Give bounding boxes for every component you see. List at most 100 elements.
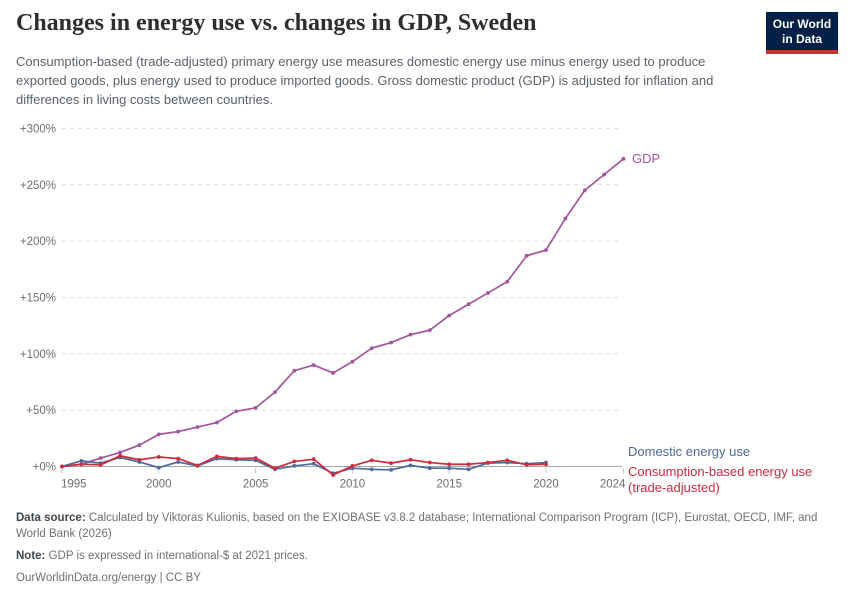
point-gdp-2011[interactable] bbox=[369, 346, 374, 351]
point-gdp-2003[interactable] bbox=[214, 420, 219, 425]
point-consumption-based-energy-use-trade-adjusted-2010[interactable] bbox=[350, 464, 355, 468]
point-gdp-2020[interactable] bbox=[544, 248, 548, 253]
x-tick-label: 2010 bbox=[340, 479, 366, 491]
point-consumption-based-energy-use-trade-adjusted-1998[interactable] bbox=[118, 453, 122, 458]
point-gdp-2005[interactable] bbox=[253, 405, 258, 410]
data-source-label: Data source: bbox=[16, 512, 86, 524]
note-label: Note: bbox=[16, 550, 46, 562]
point-consumption-based-energy-use-trade-adjusted-2012[interactable] bbox=[389, 461, 394, 466]
point-consumption-based-energy-use-trade-adjusted-2014[interactable] bbox=[427, 460, 432, 465]
line-gdp[interactable] bbox=[61, 157, 625, 468]
note-line: Note: GDP is expressed in international-… bbox=[16, 548, 822, 564]
point-consumption-based-energy-use-trade-adjusted-2013[interactable] bbox=[408, 457, 413, 462]
x-tick-label: 2020 bbox=[533, 479, 559, 491]
page-title: Changes in energy use vs. changes in GDP… bbox=[16, 10, 537, 36]
y-tick-label: +150% bbox=[20, 292, 56, 304]
point-domestic-energy-use-2000[interactable] bbox=[156, 465, 161, 470]
y-tick-label: +50% bbox=[26, 405, 56, 417]
point-consumption-based-energy-use-trade-adjusted-2008[interactable] bbox=[311, 457, 316, 462]
point-gdp-2009[interactable] bbox=[331, 371, 335, 375]
point-gdp-2007[interactable] bbox=[292, 368, 297, 373]
y-tick-label: +200% bbox=[20, 236, 56, 248]
point-consumption-based-energy-use-trade-adjusted-2016[interactable] bbox=[466, 462, 471, 467]
data-source-text: Calculated by Viktoras Kulionis, based o… bbox=[16, 512, 818, 540]
point-gdp-2023[interactable] bbox=[602, 172, 606, 177]
x-tick-label: 2015 bbox=[436, 479, 462, 491]
point-consumption-based-energy-use-trade-adjusted-2018[interactable] bbox=[505, 458, 510, 463]
line-domestic-energy-use[interactable] bbox=[61, 456, 547, 475]
owid-logo: Our World in Data bbox=[766, 12, 838, 54]
point-gdp-2004[interactable] bbox=[234, 409, 239, 414]
point-consumption-based-energy-use-trade-adjusted-2000[interactable] bbox=[156, 455, 161, 459]
point-consumption-based-energy-use-trade-adjusted-2015[interactable] bbox=[447, 462, 452, 467]
point-domestic-energy-use-2011[interactable] bbox=[369, 467, 374, 472]
point-consumption-based-energy-use-trade-adjusted-2006[interactable] bbox=[273, 466, 277, 471]
point-domestic-energy-use-2016[interactable] bbox=[466, 467, 471, 472]
point-gdp-2022[interactable] bbox=[582, 188, 587, 193]
point-domestic-energy-use-2008[interactable] bbox=[311, 461, 316, 466]
point-domestic-energy-use-1996[interactable] bbox=[79, 458, 84, 463]
point-gdp-2013[interactable] bbox=[408, 332, 413, 337]
x-tick-label: 2024 bbox=[600, 479, 626, 491]
series-label-consumption[interactable]: Consumption-based energy use (trade-adju… bbox=[628, 464, 813, 495]
point-consumption-based-energy-use-trade-adjusted-2020[interactable] bbox=[544, 462, 548, 467]
point-domestic-energy-use-2001[interactable] bbox=[176, 460, 181, 464]
point-domestic-energy-use-2015[interactable] bbox=[447, 466, 452, 471]
point-gdp-1999[interactable] bbox=[137, 443, 142, 447]
point-gdp-2019[interactable] bbox=[524, 253, 529, 258]
point-consumption-based-energy-use-trade-adjusted-2009[interactable] bbox=[331, 473, 335, 477]
logo-line2: in Data bbox=[781, 31, 822, 46]
x-tick-label: 1995 bbox=[61, 479, 87, 491]
point-gdp-2012[interactable] bbox=[389, 340, 394, 345]
point-gdp-2001[interactable] bbox=[176, 429, 181, 434]
point-gdp-2010[interactable] bbox=[350, 359, 355, 364]
point-consumption-based-energy-use-trade-adjusted-2007[interactable] bbox=[292, 459, 297, 464]
point-gdp-2000[interactable] bbox=[156, 432, 161, 437]
citation-line: OurWorldinData.org/energy | CC BY bbox=[16, 572, 201, 584]
series-label-domestic[interactable]: Domestic energy use bbox=[628, 444, 751, 459]
point-consumption-based-energy-use-trade-adjusted-1997[interactable] bbox=[98, 462, 103, 467]
point-gdp-2014[interactable] bbox=[427, 328, 432, 333]
point-gdp-2024[interactable] bbox=[621, 156, 626, 161]
point-consumption-based-energy-use-trade-adjusted-2017[interactable] bbox=[486, 460, 490, 465]
chart-footer: Data source: Calculated by Viktoras Kuli… bbox=[16, 510, 822, 592]
point-gdp-2006[interactable] bbox=[273, 390, 277, 395]
y-tick-label: +250% bbox=[20, 180, 56, 192]
point-consumption-based-energy-use-trade-adjusted-2001[interactable] bbox=[176, 456, 181, 461]
point-consumption-based-energy-use-trade-adjusted-1999[interactable] bbox=[137, 457, 142, 462]
point-domestic-energy-use-2013[interactable] bbox=[408, 463, 413, 468]
y-tick-label: +300% bbox=[20, 123, 56, 135]
point-gdp-1998[interactable] bbox=[118, 450, 122, 455]
x-tick-label: 2000 bbox=[146, 479, 172, 491]
point-consumption-based-energy-use-trade-adjusted-1995[interactable] bbox=[60, 464, 64, 469]
point-gdp-2018[interactable] bbox=[505, 279, 510, 284]
point-gdp-1997[interactable] bbox=[98, 456, 103, 460]
note-text: GDP is expressed in international-$ at 2… bbox=[45, 550, 308, 562]
logo-line1: Our World bbox=[772, 17, 832, 31]
point-consumption-based-energy-use-trade-adjusted-2019[interactable] bbox=[524, 462, 529, 467]
point-gdp-2008[interactable] bbox=[311, 363, 316, 367]
point-consumption-based-energy-use-trade-adjusted-1996[interactable] bbox=[79, 462, 84, 467]
point-gdp-2015[interactable] bbox=[447, 313, 452, 318]
point-domestic-energy-use-2014[interactable] bbox=[427, 466, 432, 471]
point-domestic-energy-use-2007[interactable] bbox=[292, 464, 297, 468]
point-gdp-2016[interactable] bbox=[466, 302, 471, 307]
point-gdp-2021[interactable] bbox=[563, 216, 568, 221]
line-consumption-based-energy-use-trade-adjusted[interactable] bbox=[61, 454, 547, 476]
point-consumption-based-energy-use-trade-adjusted-2002[interactable] bbox=[195, 463, 200, 468]
point-consumption-based-energy-use-trade-adjusted-2005[interactable] bbox=[253, 456, 258, 460]
y-tick-label: +0% bbox=[33, 462, 56, 474]
x-tick-label: 2005 bbox=[243, 479, 269, 491]
point-consumption-based-energy-use-trade-adjusted-2003[interactable] bbox=[214, 454, 219, 459]
y-tick-label: +100% bbox=[20, 349, 56, 361]
point-gdp-2017[interactable] bbox=[486, 291, 490, 295]
chart-subtitle: Consumption-based (trade-adjusted) prima… bbox=[16, 54, 714, 107]
point-domestic-energy-use-2012[interactable] bbox=[389, 467, 394, 472]
series-label-gdp[interactable]: GDP bbox=[632, 151, 661, 166]
point-consumption-based-energy-use-trade-adjusted-2004[interactable] bbox=[234, 456, 239, 461]
data-source-line: Data source: Calculated by Viktoras Kuli… bbox=[16, 510, 822, 542]
point-gdp-2002[interactable] bbox=[195, 425, 200, 429]
point-consumption-based-energy-use-trade-adjusted-2011[interactable] bbox=[369, 458, 374, 463]
